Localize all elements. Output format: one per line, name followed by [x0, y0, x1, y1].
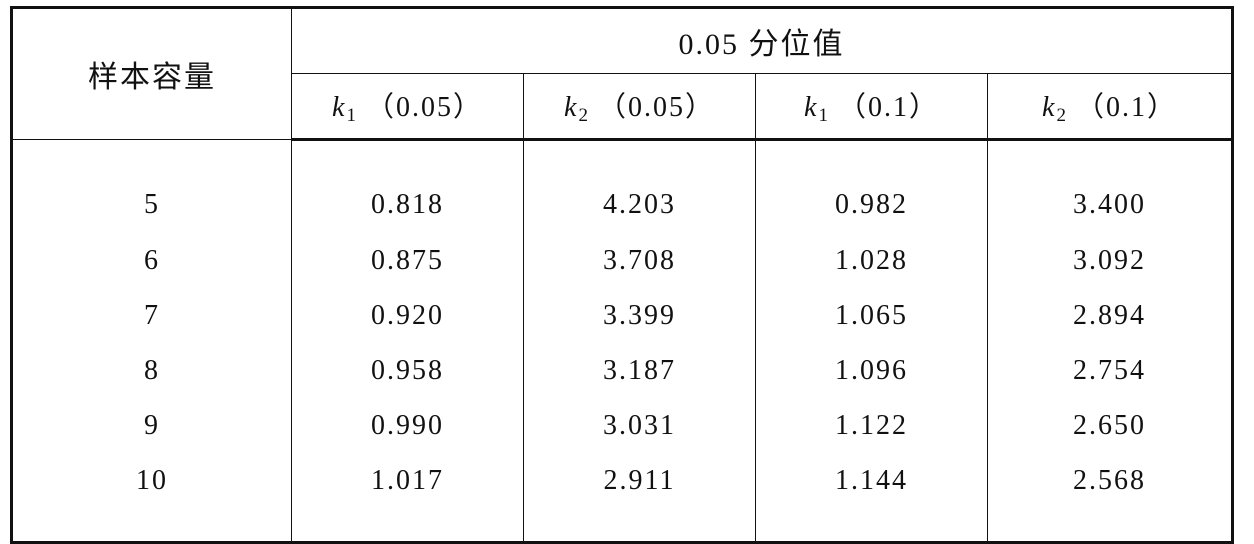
value-cell: 2.754: [987, 343, 1233, 398]
value-cell: 1.017: [291, 453, 524, 543]
value-cell: 2.911: [523, 453, 756, 543]
table-row: 10 1.017 2.911 1.144 2.568: [11, 453, 1233, 543]
value-cell: 1.028: [755, 233, 988, 288]
column-header: k2 （0.05）: [523, 73, 756, 141]
value-cell: 0.982: [755, 139, 988, 233]
row-header: 样本容量: [11, 7, 292, 140]
table-body: 5 0.818 4.203 0.982 3.400 6 0.875 3.708 1.028 3.0…: [11, 139, 1233, 543]
column-header: k1 （0.05）: [291, 73, 524, 141]
table-row: 8 0.958 3.187 1.096 2.754: [11, 343, 1233, 398]
value-cell: 3.092: [987, 233, 1233, 288]
group-header: 0.05 分位值: [291, 7, 1233, 74]
value-cell: 1.122: [755, 398, 988, 453]
value-cell: 4.203: [523, 139, 756, 233]
table-row: 6 0.875 3.708 1.028 3.092: [11, 233, 1233, 288]
subscript: 2: [1056, 105, 1068, 126]
column-header-row: k1 （0.05） k2 （0.05） k1 （0.1） k2 （0.1）: [12, 73, 1233, 141]
value-cell: 2.568: [987, 453, 1233, 543]
sample-size-cell: 10: [11, 453, 292, 543]
column-header: k2 （0.1）: [987, 73, 1233, 141]
value-cell: 1.065: [755, 288, 988, 343]
table-row: 5 0.818 4.203 0.982 3.400: [11, 139, 1233, 233]
sample-size-cell: 9: [11, 398, 292, 453]
value-cell: 3.708: [523, 233, 756, 288]
value-cell: 1.096: [755, 343, 988, 398]
subscript: 2: [578, 105, 590, 126]
parameter: （0.1）: [1075, 92, 1177, 123]
page: 样本容量 0.05 分位值 k1 （0.05） k2 （0.05） k1 （0.1） k2 （…: [10, 6, 1234, 544]
table-row: 9 0.990 3.031 1.122 2.650: [11, 398, 1233, 453]
subscript: 1: [346, 105, 358, 126]
symbol: k: [804, 92, 819, 123]
sample-size-cell: 7: [11, 288, 292, 343]
sample-size-cell: 6: [11, 233, 292, 288]
table-head: 样本容量 0.05 分位值 k1 （0.05） k2 （0.05） k1 （0.1） k2 （…: [11, 7, 1233, 141]
value-cell: 3.031: [523, 398, 756, 453]
value-cell: 3.187: [523, 343, 756, 398]
symbol: k: [1042, 92, 1057, 123]
parameter: （0.05）: [365, 92, 483, 123]
value-cell: 3.400: [987, 139, 1233, 233]
sample-size-cell: 8: [11, 343, 292, 398]
value-cell: 2.894: [987, 288, 1233, 343]
symbol: k: [332, 92, 347, 123]
value-cell: 0.875: [291, 233, 524, 288]
value-cell: 0.958: [291, 343, 524, 398]
symbol: k: [564, 92, 579, 123]
column-header: k1 （0.1）: [755, 73, 988, 141]
value-cell: 1.144: [755, 453, 988, 543]
quantile-table: 样本容量 0.05 分位值 k1 （0.05） k2 （0.05） k1 （0.1） k2 （…: [10, 6, 1234, 544]
value-cell: 0.818: [291, 139, 524, 233]
value-cell: 2.650: [987, 398, 1233, 453]
value-cell: 0.920: [291, 288, 524, 343]
parameter: （0.1）: [837, 92, 939, 123]
subscript: 1: [818, 105, 830, 126]
value-cell: 3.399: [523, 288, 756, 343]
parameter: （0.05）: [597, 92, 715, 123]
sample-size-cell: 5: [11, 139, 292, 233]
table-row: 7 0.920 3.399 1.065 2.894: [11, 288, 1233, 343]
value-cell: 0.990: [291, 398, 524, 453]
